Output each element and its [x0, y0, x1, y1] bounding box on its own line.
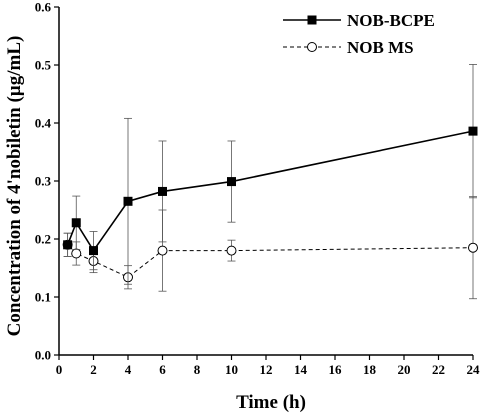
x-axis-title: Time (h): [236, 392, 306, 413]
data-point: [468, 242, 478, 253]
x-tick-label: 18: [363, 362, 377, 377]
series-layer: [62, 64, 478, 300]
legend-marker: [307, 42, 317, 52]
legend-marker: [307, 15, 317, 25]
y-tick-label: 0.1: [35, 290, 51, 305]
x-tick-label: 12: [260, 362, 273, 377]
x-tick-label: 4: [125, 362, 132, 377]
data-point: [468, 126, 478, 136]
x-tick-label: 22: [432, 362, 445, 377]
x-tick-label: 0: [56, 362, 63, 377]
data-point: [158, 186, 167, 196]
data-point: [123, 196, 133, 206]
data-point: [71, 248, 82, 259]
x-tick-label: 6: [159, 362, 166, 377]
data-point: [89, 246, 98, 256]
legend-label: NOB MS: [347, 38, 414, 57]
legend: NOB-BCPE NOB MS: [283, 11, 435, 57]
legend-label: NOB-BCPE: [347, 11, 435, 30]
y-tick-label: 0.2: [35, 232, 51, 247]
y-tick-label: 0.4: [35, 116, 52, 131]
y-tick-label: 0.6: [35, 0, 52, 15]
y-tick-label: 0.3: [35, 174, 52, 189]
data-point: [63, 240, 73, 250]
data-point: [226, 245, 237, 256]
y-axis-title: Concentration of 4'nobiletin (µg/mL): [4, 36, 25, 337]
x-tick-label: 10: [225, 362, 238, 377]
x-tick-label: 14: [294, 362, 308, 377]
x-tick-label: 24: [467, 362, 481, 377]
x-tick-label: 2: [90, 362, 97, 377]
axes: [58, 7, 473, 356]
data-point: [227, 177, 236, 187]
data-point: [71, 218, 81, 228]
series-nob-bcpe: [63, 64, 478, 285]
x-tick-label: 16: [329, 362, 343, 377]
series-nob-ms: [62, 196, 478, 300]
y-tick-label: 0.5: [35, 58, 52, 73]
series-line: [66, 130, 474, 253]
data-point: [157, 245, 168, 256]
y-tick-label: 0.0: [35, 348, 51, 363]
x-tick-label: 20: [398, 362, 411, 377]
axis-ticks: 0 2 4 6 8 10 12 14 16 18 20 22 240.00.10.20.30.40.50…: [35, 0, 480, 377]
x-tick-label: 8: [194, 362, 201, 377]
